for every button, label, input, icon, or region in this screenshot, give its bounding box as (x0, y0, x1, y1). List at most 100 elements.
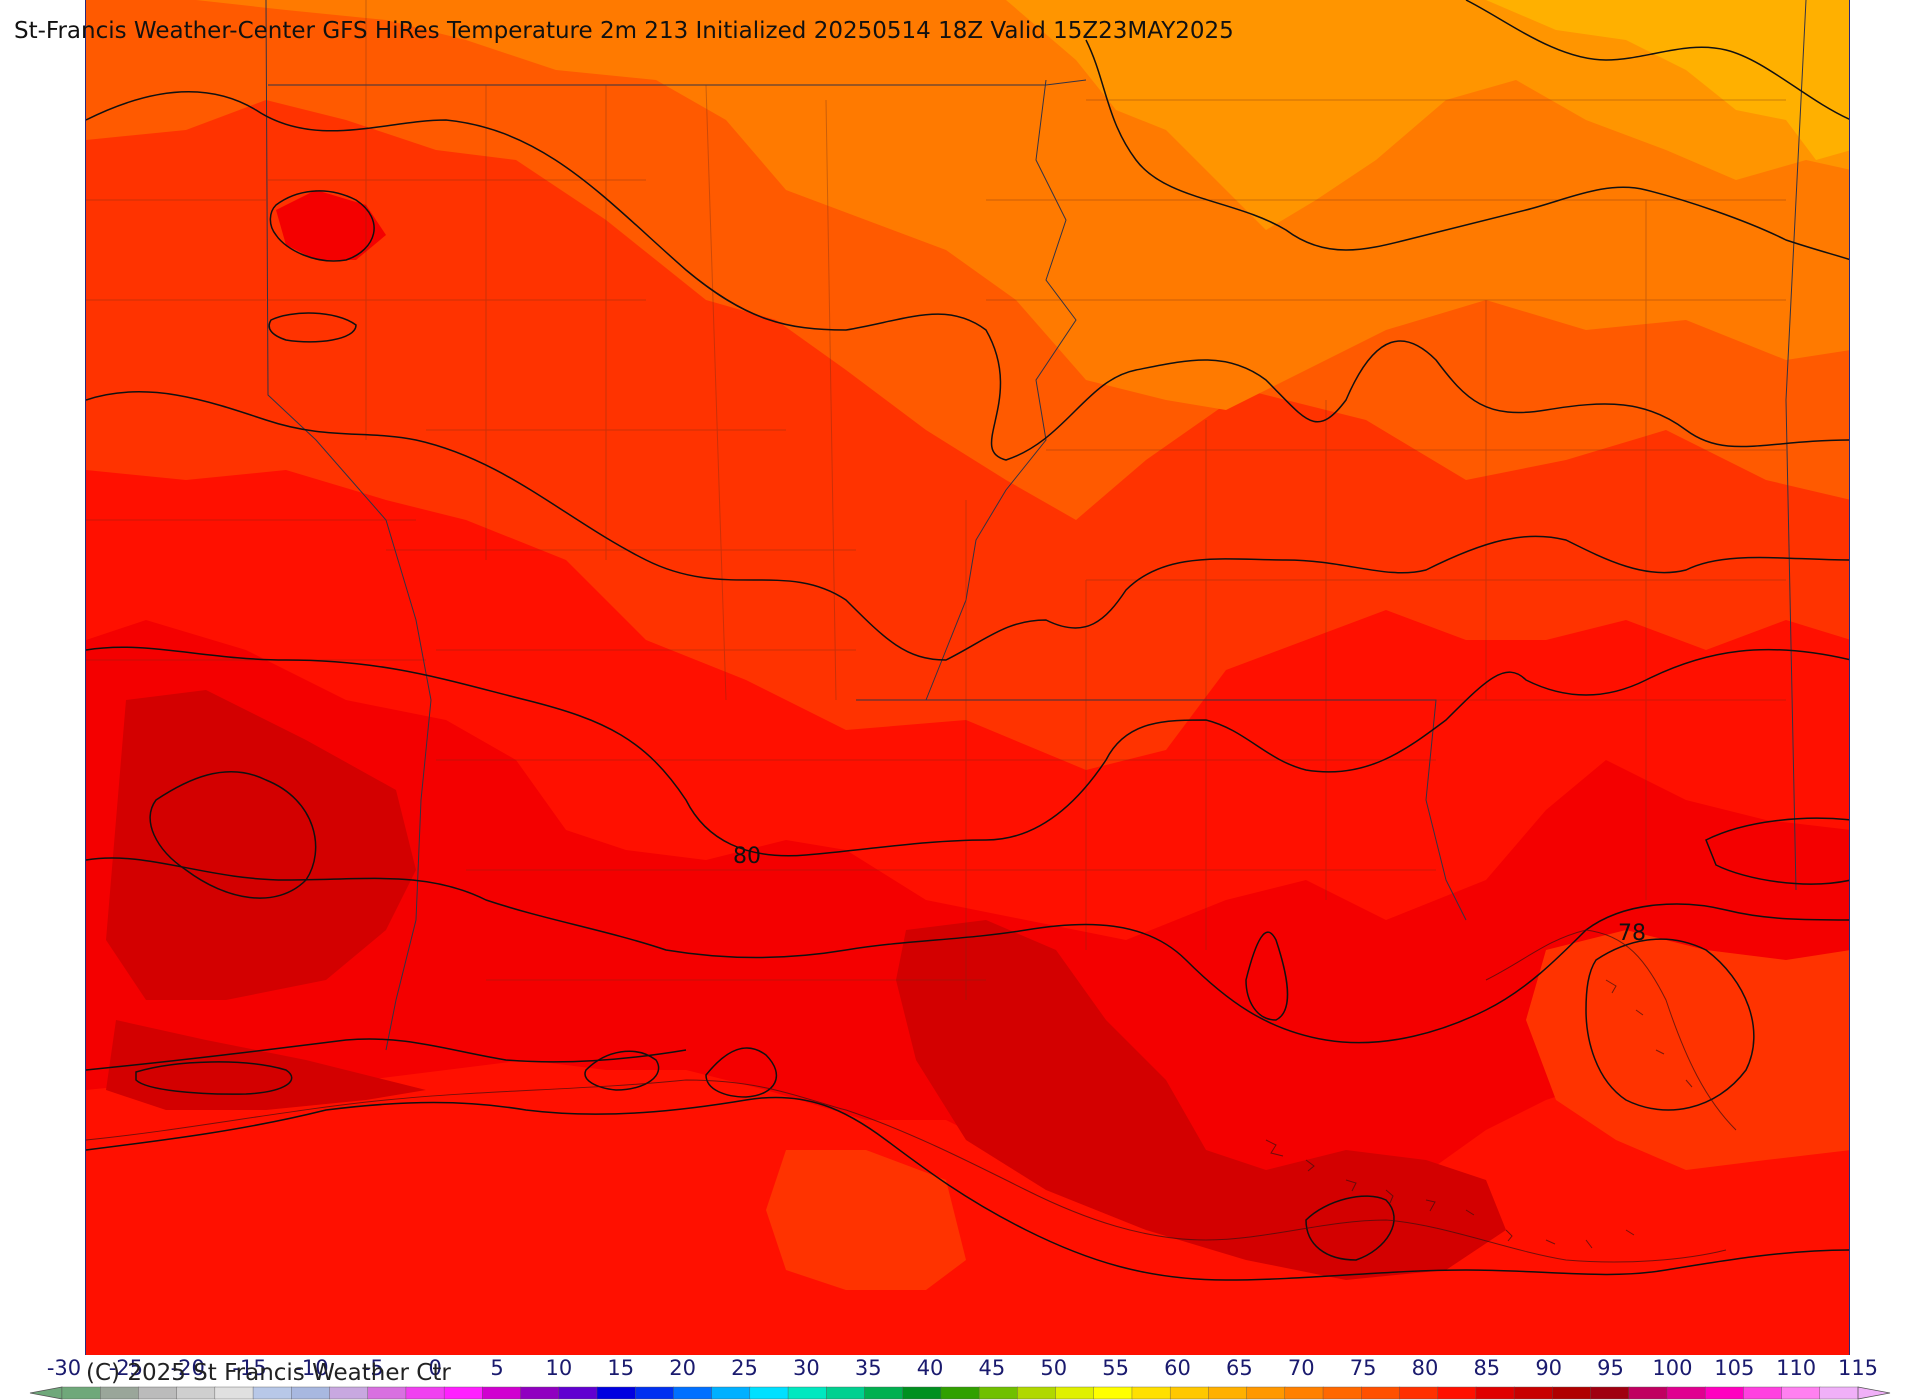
contour-label-80: 80 (733, 844, 761, 869)
isotherm-line (86, 646, 1849, 857)
fill-band-75-gulf-east (1526, 930, 1849, 1170)
colorbar-swatch (252, 1386, 292, 1400)
colorbar-swatch (1666, 1386, 1706, 1400)
map-panel: 80 78 (85, 0, 1850, 1355)
fill-band-60 (1006, 0, 1849, 230)
colorbar-swatch (1284, 1386, 1324, 1400)
colorbar-swatch (1208, 1386, 1248, 1400)
map-title: St-Francis Weather-Center GFS HiRes Temp… (14, 18, 1234, 44)
colorbar-swatch (1131, 1386, 1171, 1400)
isotherm-closed (268, 312, 357, 343)
colorbar-swatch (1169, 1386, 1210, 1400)
county-lines (86, 0, 1786, 1000)
marsh-islands (1265, 979, 1693, 1249)
colorbar-swatch (1590, 1386, 1630, 1400)
isotherm-closed (135, 1061, 293, 1095)
isotherm-line (1085, 39, 1849, 261)
colorbar-tick-label: 85 (1473, 1356, 1501, 1380)
colorbar-tick-label: 65 (1226, 1356, 1253, 1380)
colorbar-swatch (1743, 1386, 1783, 1400)
isotherm-line (86, 91, 1849, 461)
coastline (86, 929, 1737, 1263)
colorbar-tick-label: -5 (362, 1356, 384, 1380)
isotherm-closed (1245, 931, 1289, 1021)
colorbar-arrow-low (29, 1386, 63, 1400)
state-border (268, 79, 1087, 86)
colorbar-swatch (1093, 1386, 1133, 1400)
colorbar-swatch (1704, 1386, 1745, 1400)
state-border (1785, 0, 1807, 891)
isotherm-line (86, 390, 1849, 661)
colorbar-tick-label: 115 (1837, 1356, 1879, 1380)
river-border (925, 79, 1077, 701)
political-boundaries (86, 0, 1807, 1051)
fill-band-90-central (896, 920, 1506, 1280)
colorbar-swatch (1781, 1386, 1821, 1400)
isotherm-line (86, 1038, 687, 1071)
colorbar-tick-label: 50 (1040, 1356, 1068, 1380)
temperature-colorbar (29, 1386, 1891, 1400)
colorbar-swatch (826, 1386, 866, 1400)
colorbar-swatch (100, 1386, 140, 1400)
colorbar-swatch (940, 1386, 980, 1400)
colorbar-swatch (596, 1386, 636, 1400)
copyright-notice: (C) 2025 St Francis Weather Ctr (86, 1360, 451, 1386)
colorbar-tick-label: -10 (294, 1356, 329, 1380)
fill-band-85-hotspot (276, 190, 386, 260)
colorbar-tick-label: 40 (916, 1356, 944, 1380)
colorbar-tick-label: 70 (1287, 1356, 1315, 1380)
isotherm-line (1465, 0, 1849, 120)
colorbar-swatch (1055, 1386, 1095, 1400)
colorbar-tick-label: 15 (607, 1356, 635, 1380)
colorbar-swatch (329, 1386, 369, 1400)
colorbar-swatch (1246, 1386, 1286, 1400)
colorbar-tick-label: 80 (1411, 1356, 1439, 1380)
contour-label-group: 80 78 (733, 844, 1646, 946)
colorbar-tick-label: 25 (731, 1356, 758, 1380)
colorbar-tick-label: 90 (1535, 1356, 1563, 1380)
colorbar-swatch (1475, 1386, 1515, 1400)
colorbar-arrow-high (1857, 1386, 1891, 1400)
isotherm-line (86, 1096, 1849, 1281)
colorbar-swatch (1819, 1386, 1859, 1400)
colorbar-swatch (1552, 1386, 1592, 1400)
coastline-path (86, 1079, 1727, 1263)
colorbar-swatch (61, 1386, 101, 1400)
isotherm-closed (269, 190, 375, 262)
isotherm-closed (705, 1047, 778, 1098)
colorbar-swatch (749, 1386, 789, 1400)
colorbar-swatch (138, 1386, 178, 1400)
colorbar-swatch (482, 1386, 522, 1400)
colorbar-swatch (405, 1386, 445, 1400)
colorbar-swatch (1017, 1386, 1057, 1400)
colorbar-swatch (520, 1386, 560, 1400)
colorbar-swatch (864, 1386, 904, 1400)
colorbar-tick-label: 55 (1102, 1356, 1130, 1380)
colorbar-tick-label: 5 (490, 1356, 504, 1380)
colorbar-swatch (902, 1386, 942, 1400)
isotherm-closed (1305, 1195, 1395, 1261)
colorbar-swatch (787, 1386, 827, 1400)
colorbar-swatch (1513, 1386, 1553, 1400)
colorbar-swatch (443, 1386, 484, 1400)
fill-band-55 (1486, 0, 1849, 160)
colorbar-swatch (711, 1386, 751, 1400)
coastline-path (1485, 929, 1737, 1131)
state-border (265, 0, 432, 1051)
colorbar-swatch (1437, 1386, 1477, 1400)
isotherm-closed (149, 771, 317, 899)
colorbar-tick-label: 0 (428, 1356, 442, 1380)
colorbar-tick-label: 10 (545, 1356, 573, 1380)
colorbar-tick-label: 105 (1714, 1356, 1755, 1380)
colorbar-swatch (367, 1386, 407, 1400)
colorbar-tick-label: 75 (1349, 1356, 1377, 1380)
colorbar-tick-label: -20 (170, 1356, 205, 1380)
colorbar-swatch (1628, 1386, 1668, 1400)
colorbar-swatch (291, 1386, 331, 1400)
colorbar-swatch (176, 1386, 216, 1400)
colorbar-swatch (978, 1386, 1019, 1400)
fill-band-90-west (106, 690, 416, 1000)
colorbar-tick-label: -25 (108, 1356, 144, 1380)
isotherm-contours (86, 0, 1849, 1281)
colorbar-tick-label: 20 (669, 1356, 696, 1380)
